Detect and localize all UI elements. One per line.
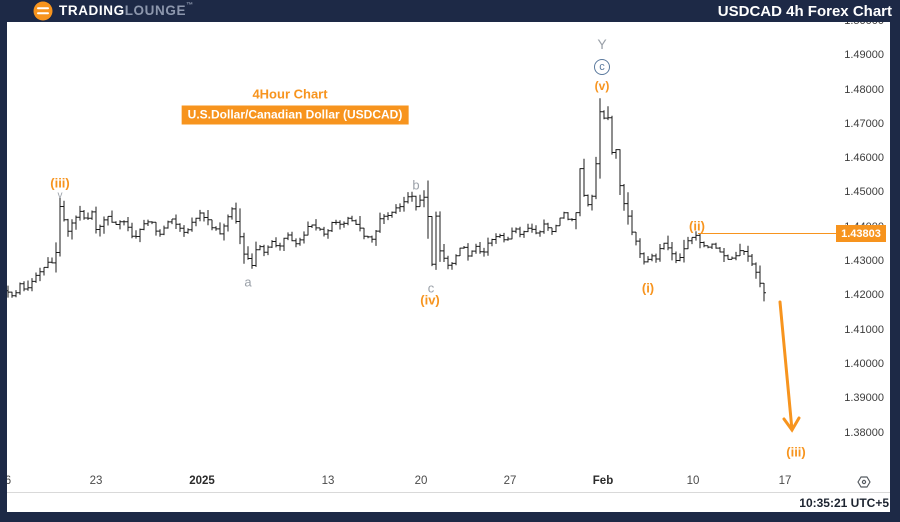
wave-iv: (iv) — [420, 292, 440, 308]
price-axis-label: 1.41000 — [844, 323, 884, 336]
wave-iii-left: (iii) — [50, 175, 70, 191]
wave-a: a — [244, 274, 252, 290]
wave-i: (i) — [641, 280, 655, 296]
tradinglounge-logo[interactable]: TRADINGLOUNGE™ — [33, 1, 194, 21]
wave-c: c — [427, 280, 435, 296]
wave-v: (v) — [594, 79, 610, 93]
price-axis-label: 1.45000 — [844, 186, 884, 199]
time-axis-label: 10 — [686, 475, 700, 487]
time-axis[interactable]: 6 23 2025 13 20 27 Feb 10 17 — [7, 470, 890, 493]
price-axis-tag: 1.43803 — [836, 225, 886, 243]
price-axis-label: 1.42000 — [844, 289, 884, 302]
time-axis-label: 2025 — [189, 475, 215, 487]
time-axis-label: 6 — [7, 475, 12, 487]
instrument-label: U.S.Dollar/Canadian Dollar (USDCAD) — [181, 105, 409, 125]
chart-surface: 4Hour Chart U.S.Dollar/Canadian Dollar (… — [7, 22, 890, 512]
page-title: USDCAD 4h Forex Chart — [717, 2, 892, 20]
status-bar: 10:35:21 UTC+5 — [7, 493, 890, 512]
price-axis-label: 1.48000 — [844, 83, 884, 96]
time-axis-label: Feb — [592, 475, 614, 487]
price-axis-label: 1.47000 — [844, 117, 884, 130]
time-axis-label: 17 — [778, 475, 792, 487]
logo-text-lounge: LOUNGE — [124, 3, 187, 19]
price-axis-label: 1.50000 — [844, 22, 884, 27]
logo-wordmark: TRADINGLOUNGE™ — [59, 2, 194, 19]
time-axis-label: 27 — [503, 475, 517, 487]
tradinglounge-logo-icon — [33, 1, 53, 21]
price-axis-label: 1.43000 — [844, 255, 884, 267]
title-bar: TRADINGLOUNGE™ USDCAD 4h Forex Chart — [0, 0, 900, 22]
price-axis-label: 1.49000 — [844, 49, 884, 62]
wave-ii-target-line[interactable] — [698, 232, 836, 234]
price-axis-label: 1.39000 — [844, 392, 884, 405]
time-axis-label: 23 — [89, 475, 103, 487]
chart-title: 4Hour Chart — [252, 86, 328, 102]
wave-b: b — [412, 177, 420, 193]
clock-readout: 10:35:21 UTC+5 — [799, 495, 889, 510]
logo-text-trading: TRADING — [59, 3, 125, 19]
swing-marker-v: v — [57, 190, 63, 201]
price-chart-plot[interactable] — [7, 22, 835, 470]
logo-trademark: ™ — [186, 2, 194, 10]
projection-arrow — [778, 300, 801, 433]
price-axis[interactable]: 1.50000 1.49000 1.48000 1.47000 1.46000 1.450… — [835, 22, 890, 470]
time-axis-label: 20 — [414, 475, 428, 487]
wave-iii-target: (iii) — [786, 444, 806, 460]
ohlc-bars — [7, 98, 766, 302]
price-axis-label: 1.46000 — [844, 152, 884, 165]
chart-settings-icon[interactable] — [856, 474, 872, 490]
price-axis-label: 1.38000 — [844, 426, 884, 439]
wave-c-circled: c — [594, 59, 610, 75]
wave-Y: Y — [597, 36, 607, 52]
price-axis-label: 1.40000 — [844, 357, 884, 370]
time-axis-label: 13 — [321, 475, 335, 487]
wave-ii: (ii) — [689, 218, 705, 234]
